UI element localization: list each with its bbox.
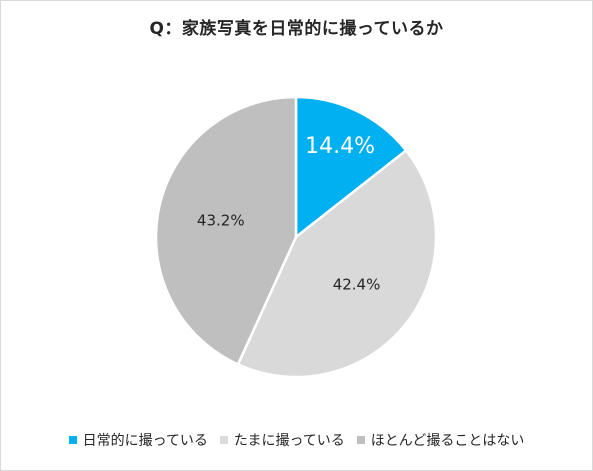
legend-item-1: たまに撮っている — [219, 430, 345, 450]
legend-swatch-0 — [68, 436, 77, 444]
pie-slice-0 — [294, 95, 408, 239]
legend-label-1: たまに撮っている — [233, 433, 345, 449]
chart-title: Q：家族写真を日常的に撮っているか — [149, 19, 444, 39]
legend-item-0: 日常的に撮っている — [68, 430, 208, 450]
legend: 日常的に撮っている たまに撮っている ほとんど撮ることはない — [0, 430, 593, 450]
pie-slice-1 — [236, 149, 438, 379]
data-label-1: 42.4% — [333, 276, 381, 294]
pie-slice-2 — [154, 95, 298, 366]
data-label-0: 14.4% — [305, 134, 375, 159]
legend-label-2: ほとんど撮ることはない — [370, 433, 525, 449]
data-label-2: 43.2% — [197, 212, 245, 230]
legend-item-2: ほとんど撮ることはない — [356, 430, 525, 450]
legend-swatch-1 — [219, 436, 228, 444]
legend-swatch-2 — [356, 436, 365, 444]
legend-label-0: 日常的に撮っている — [82, 433, 208, 449]
